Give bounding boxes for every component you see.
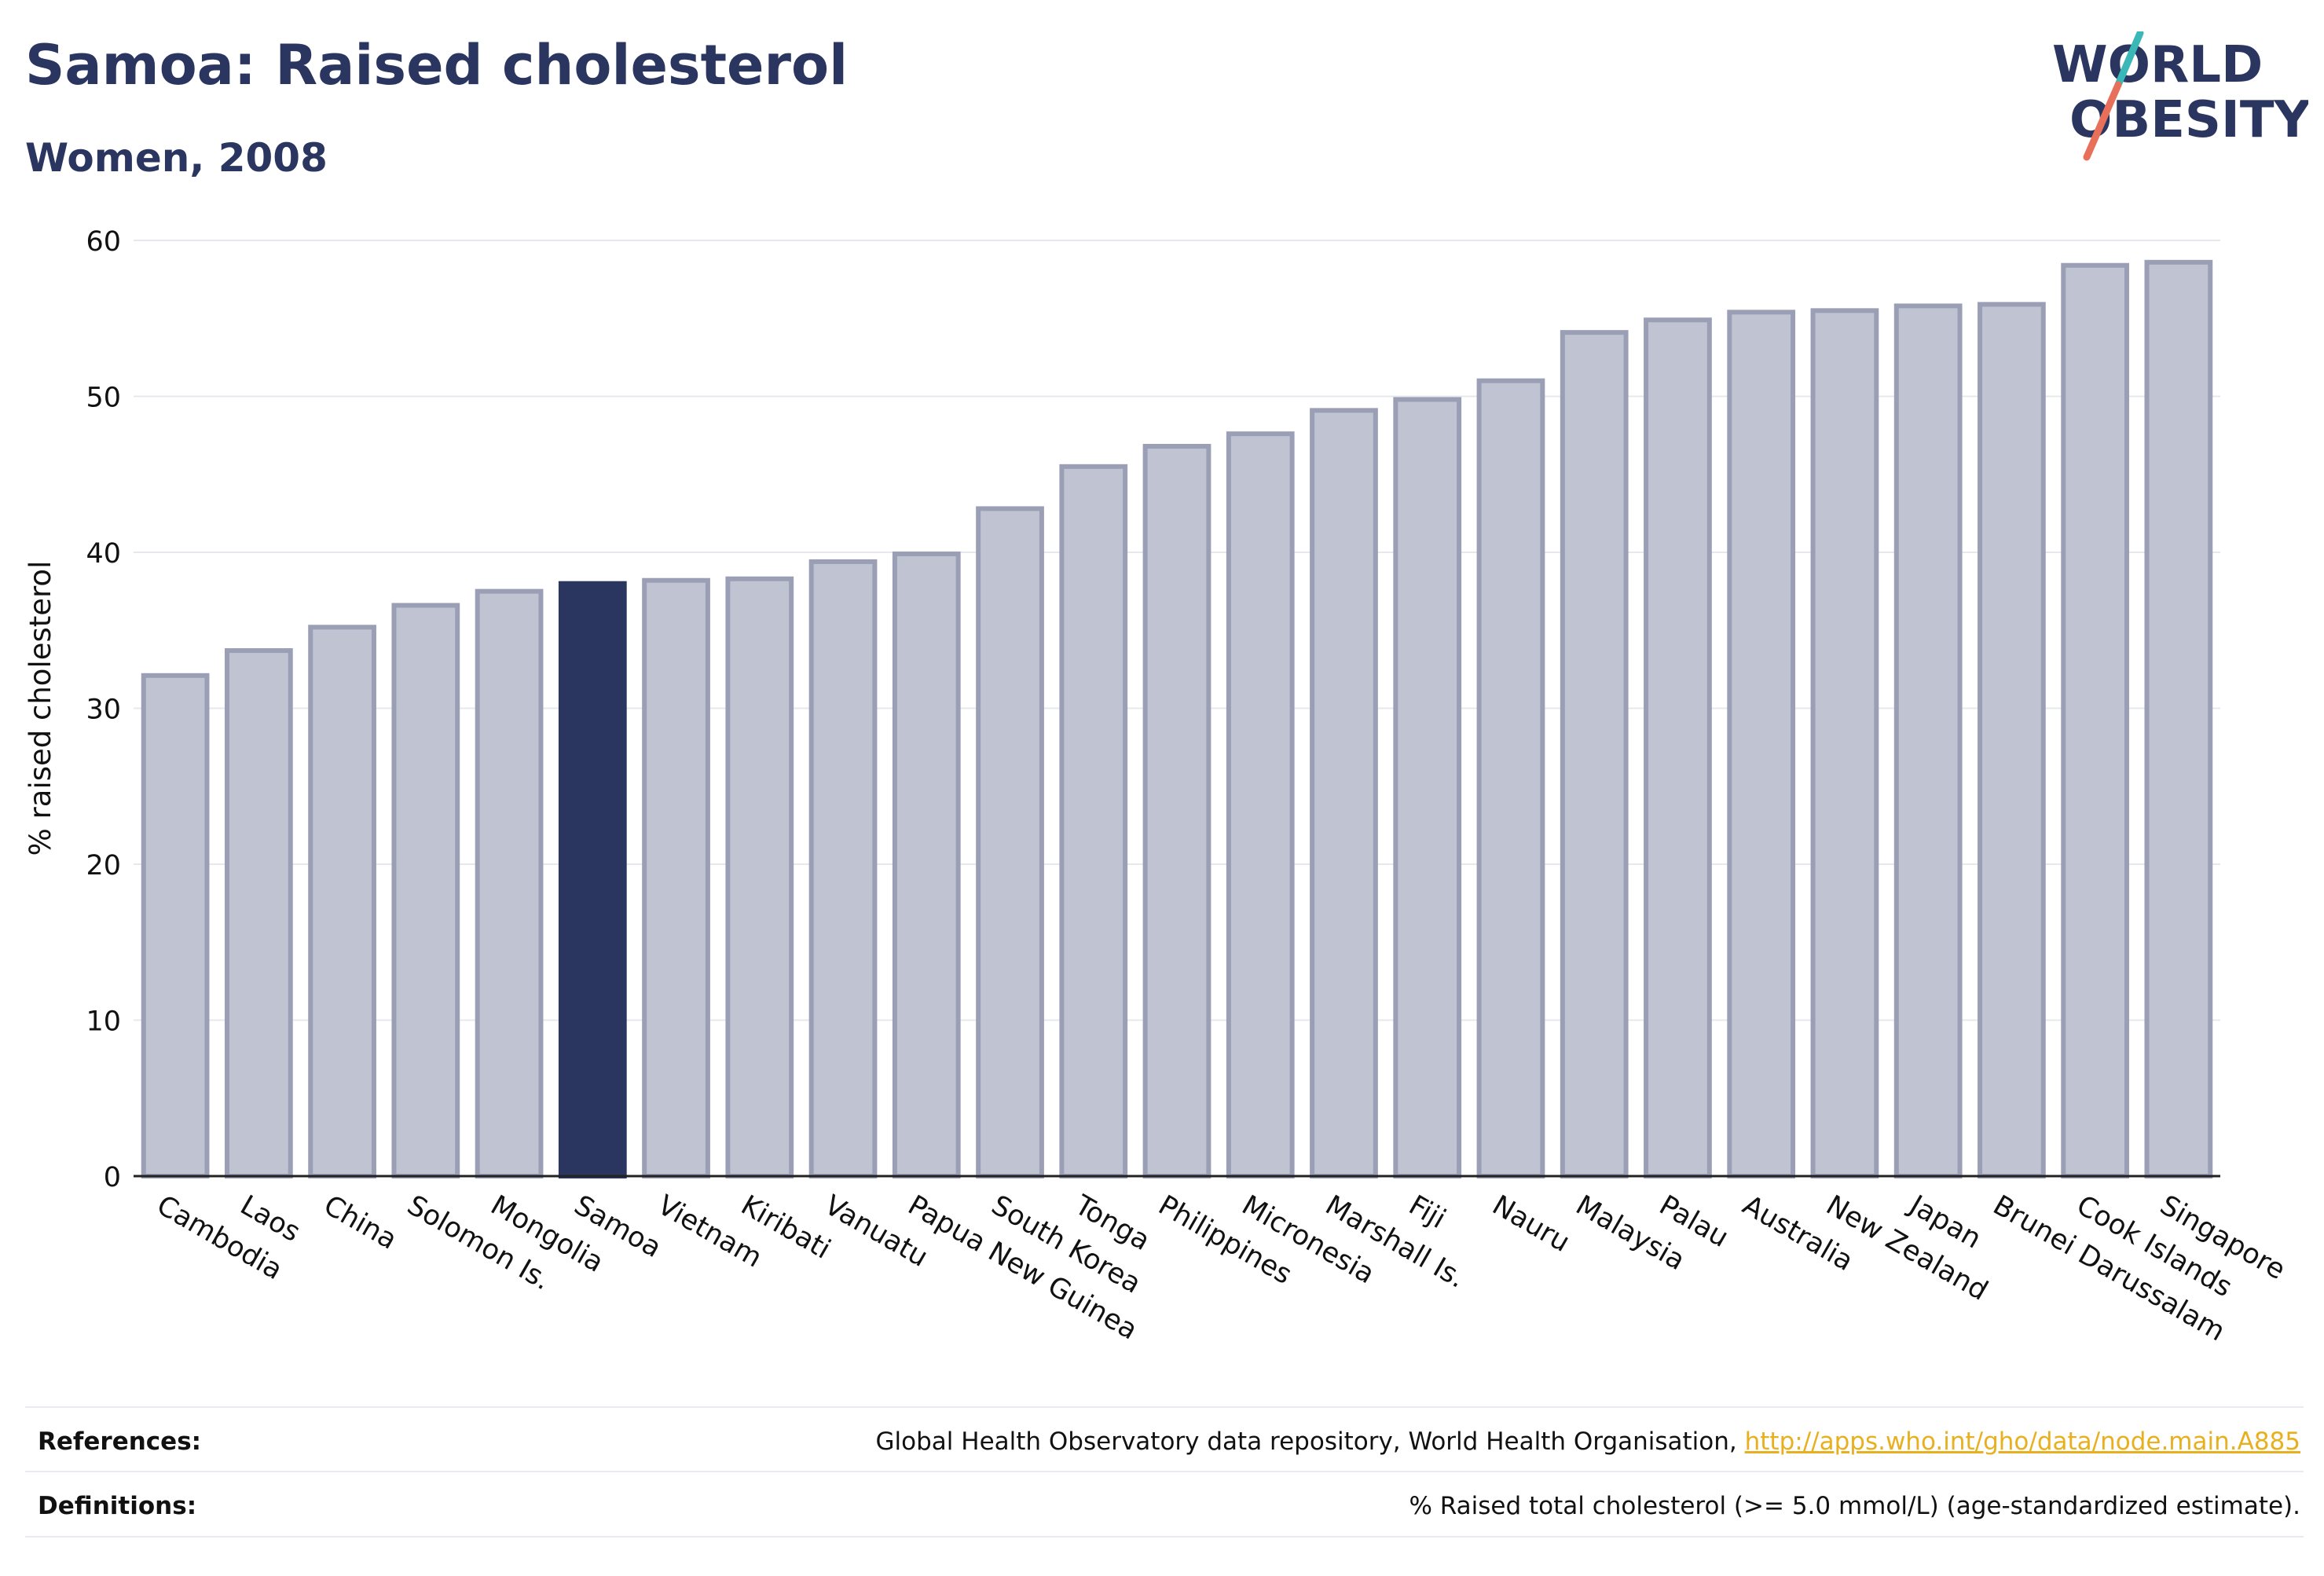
logo-text-world: WORLD: [2052, 36, 2263, 94]
footer-divider-top: [25, 1406, 2304, 1408]
definitions-label: Definitions:: [38, 1492, 197, 1520]
references-source: Global Health Observatory data repositor…: [875, 1428, 1745, 1456]
bar-malaysia: [1560, 330, 1629, 1178]
y-tick-label: 60: [86, 226, 121, 258]
bar-solomon-is: [391, 603, 460, 1178]
bar-palau: [1644, 317, 1712, 1178]
bar-vietnam: [642, 577, 710, 1178]
bar-singapore: [2144, 259, 2213, 1178]
y-tick-label: 30: [86, 695, 121, 726]
y-tick-label: 10: [86, 1006, 121, 1038]
bar-cook-islands: [2061, 262, 2130, 1178]
bar-brunei-darussalam: [1978, 302, 2046, 1178]
bar-philippines: [1142, 444, 1211, 1178]
bars: [141, 259, 2213, 1179]
bar-papua-new-guinea: [892, 551, 961, 1178]
y-axis-label: % raised cholesterol: [24, 561, 57, 856]
bar-kiribati: [725, 576, 794, 1178]
bar-tonga: [1059, 464, 1128, 1178]
bar-vanuatu: [808, 559, 878, 1178]
references-text: Global Health Observatory data repositor…: [876, 1428, 2300, 1456]
bar-cambodia: [141, 673, 210, 1178]
bar-micronesia: [1226, 431, 1295, 1178]
bar-china: [308, 625, 376, 1178]
bar-nauru: [1476, 378, 1545, 1178]
x-tick-label: China: [318, 1189, 402, 1256]
bar-australia: [1727, 310, 1796, 1178]
footer-divider-middle: [25, 1471, 2304, 1472]
references-link[interactable]: http://apps.who.int/gho/data/node.main.A…: [1744, 1428, 2300, 1456]
bar-south-korea: [976, 506, 1044, 1178]
world-obesity-logo: WORLD OBESITY: [2052, 31, 2308, 161]
x-tick-label: Fiji: [1403, 1189, 1451, 1235]
logo-slash-top: [2114, 31, 2144, 89]
y-tick-label: 0: [104, 1162, 121, 1193]
bar-japan: [1893, 303, 1963, 1178]
definitions-text: % Raised total cholesterol (>= 5.0 mmol/…: [1409, 1492, 2300, 1520]
logo-slash-bottom: [2083, 81, 2122, 161]
y-tick-label: 20: [86, 850, 121, 881]
bar-samoa: [558, 581, 627, 1178]
bar-laos: [224, 648, 293, 1178]
bar-fiji: [1393, 397, 1462, 1179]
bar-marshall-is: [1310, 408, 1378, 1178]
footer-divider-bottom: [25, 1536, 2304, 1538]
chart-subtitle: Women, 2008: [25, 135, 328, 181]
x-tick-label: Nauru: [1486, 1189, 1574, 1259]
references-label: References:: [38, 1428, 202, 1456]
y-tick-label: 40: [86, 538, 121, 570]
y-tick-labels: 0 10 20 30 40 50 60: [86, 226, 121, 1193]
chart-title: Samoa: Raised cholesterol: [25, 33, 849, 97]
bar-mongolia: [475, 588, 544, 1178]
y-tick-label: 50: [86, 383, 121, 414]
bar-new-zealand: [1810, 308, 1879, 1179]
